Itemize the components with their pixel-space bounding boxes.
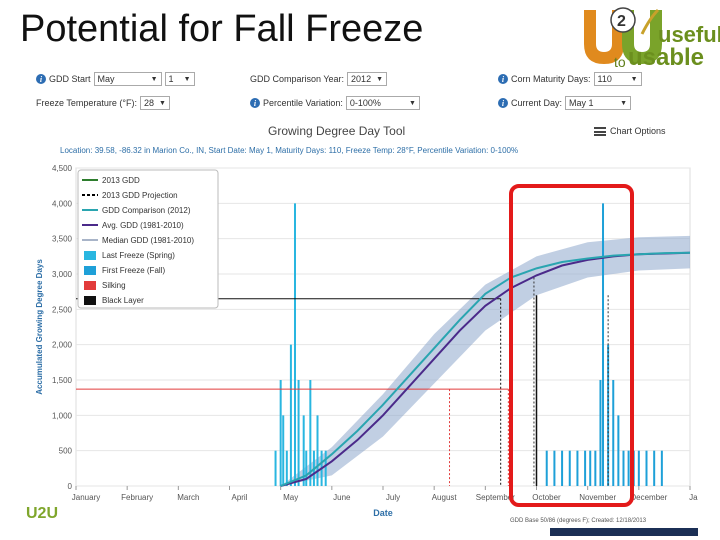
y-tick-label: 0 <box>68 482 73 491</box>
gdd-start-day-select[interactable]: 1 ▼ <box>164 72 195 86</box>
caret-down-icon: ▼ <box>376 75 384 83</box>
slide-title: Potential for Fall Freeze <box>20 8 424 50</box>
x-tick-label: Janua <box>689 493 698 502</box>
gdd-start-label: GDD Start <box>49 74 91 84</box>
legend-label: Median GDD (1981-2010) <box>102 236 194 245</box>
percentile-select[interactable]: 0-100% ▼ <box>345 96 420 110</box>
legend-label: Black Layer <box>102 296 144 305</box>
chart-subtitle: Location: 39.58, -86.32 in Marion Co., I… <box>60 146 519 155</box>
x-tick-label: March <box>177 493 199 502</box>
comparison-year-label: GDD Comparison Year: <box>250 74 345 84</box>
x-tick-label: December <box>630 493 667 502</box>
maturity-days-control: i Corn Maturity Days: 110 ▼ <box>498 72 642 86</box>
y-tick-label: 1,000 <box>52 411 73 420</box>
legend-label: First Freeze (Fall) <box>102 266 165 275</box>
fall-freeze-highlight-box <box>509 184 634 507</box>
x-tick-label: September <box>476 493 515 502</box>
caret-down-icon: ▼ <box>408 99 416 107</box>
legend-label: 2013 GDD Projection <box>102 191 178 200</box>
footer-bar <box>550 528 698 536</box>
comparison-year-control: GDD Comparison Year: 2012 ▼ <box>250 72 388 86</box>
freeze-temp-label: Freeze Temperature (°F): <box>36 98 137 108</box>
series-line <box>280 251 691 487</box>
maturity-days-select[interactable]: 110 ▼ <box>593 72 642 86</box>
caret-down-icon: ▼ <box>183 75 191 83</box>
logo-text-to: to <box>614 54 626 70</box>
chart-options-label: Chart Options <box>610 126 666 136</box>
legend-label: Last Freeze (Spring) <box>102 251 175 260</box>
chart-title: Growing Degree Day Tool <box>268 124 406 138</box>
comparison-year-value: 2012 <box>351 74 372 84</box>
chart-footer-note: GDD Base 50/86 (degrees F); Created: 12/… <box>510 518 647 524</box>
info-icon[interactable]: i <box>250 98 260 108</box>
y-tick-label: 2,500 <box>52 305 73 314</box>
percentile-label: Percentile Variation: <box>263 98 343 108</box>
y-tick-label: 4,000 <box>52 199 73 208</box>
legend-box <box>77 169 219 309</box>
gdd-chart: 4,500 4,000 3,500 3,000 2,500 2,000 1,500 1,000… <box>35 164 698 518</box>
footer-logo: U2U <box>26 505 59 522</box>
x-tick-label: October <box>532 493 561 502</box>
chart-options-button[interactable]: Chart Options <box>594 126 666 136</box>
u2u-logo-mark: 2 <box>584 7 662 64</box>
x-tick-label: February <box>121 493 153 502</box>
gdd-start-month-select[interactable]: May ▼ <box>93 72 162 86</box>
x-axis-label: Date <box>373 508 393 518</box>
gdd-start-month-value: May <box>97 74 115 84</box>
legend-label: 2013 GDD <box>102 176 140 185</box>
legend-swatch <box>84 281 96 290</box>
maturity-days-value: 110 <box>597 74 612 84</box>
x-tick-label: May <box>283 493 298 502</box>
gdd-start-control: i GDD Start May ▼ 1 ▼ <box>36 72 195 86</box>
percentile-band <box>280 235 690 486</box>
x-tick-label: June <box>333 493 351 502</box>
legend: 2013 GDD 2013 GDD Projection GDD Compariso… <box>77 169 219 309</box>
percentile-control: i Percentile Variation: 0-100% ▼ <box>250 96 420 110</box>
gdd-tool-panel: i GDD Start May ▼ 1 ▼ GDD Comparison Yea… <box>28 66 698 536</box>
y-tick-label: 3,500 <box>52 235 73 244</box>
x-tick-label: January <box>72 493 100 502</box>
y-tick-label: 500 <box>59 447 73 456</box>
info-icon[interactable]: i <box>498 74 508 84</box>
current-day-value: May 1 <box>569 98 594 108</box>
x-tick-label: April <box>231 493 247 502</box>
logo-text-useful: useful <box>658 22 720 47</box>
info-icon[interactable]: i <box>36 74 46 84</box>
legend-label: GDD Comparison (2012) <box>102 206 191 215</box>
legend-swatch <box>84 266 96 275</box>
menu-icon <box>594 126 606 136</box>
current-day-select[interactable]: May 1 ▼ <box>565 96 632 110</box>
logo-text-usable: usable <box>628 44 705 71</box>
y-tick-label: 1,500 <box>52 376 73 385</box>
x-tick-label: August <box>432 493 458 502</box>
legend-label: Avg. GDD (1981-2010) <box>102 221 184 230</box>
x-tick-label: November <box>579 493 616 502</box>
svg-text:2: 2 <box>617 13 626 30</box>
legend-swatch <box>84 251 96 260</box>
percentile-value: 0-100% <box>349 98 381 108</box>
y-tick-label: 2,000 <box>52 341 73 350</box>
current-day-control: i Current Day: May 1 ▼ <box>498 96 632 110</box>
freeze-temp-value: 28 <box>143 98 154 108</box>
freeze-temp-select[interactable]: 28 ▼ <box>139 96 170 110</box>
y-axis-label: Accumulated Growing Degree Days <box>35 259 44 395</box>
legend-swatch <box>84 296 96 305</box>
caret-down-icon: ▼ <box>150 75 158 83</box>
current-day-label: Current Day: <box>511 98 563 108</box>
y-tick-label: 3,000 <box>52 270 73 279</box>
caret-down-icon: ▼ <box>159 99 166 107</box>
gdd-start-day-value: 1 <box>168 74 174 84</box>
y-tick-label: 4,500 <box>52 164 73 173</box>
info-icon[interactable]: i <box>498 98 508 108</box>
caret-down-icon: ▼ <box>620 99 628 107</box>
comparison-year-select[interactable]: 2012 ▼ <box>347 72 388 86</box>
caret-down-icon: ▼ <box>630 75 638 83</box>
freeze-temp-control: Freeze Temperature (°F): 28 ▼ <box>36 96 170 110</box>
maturity-days-label: Corn Maturity Days: <box>511 74 591 84</box>
x-tick-label: July <box>386 493 400 502</box>
legend-label: Silking <box>102 281 126 290</box>
